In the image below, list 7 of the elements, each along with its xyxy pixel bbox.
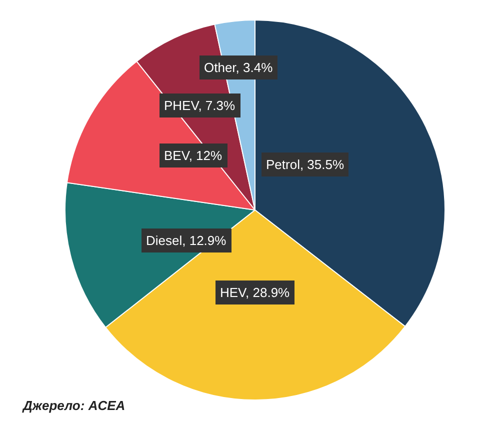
text: Джерело: ACEA xyxy=(22,398,126,413)
slice-label: Petrol, 35.5% xyxy=(266,157,344,172)
slice-label: Diesel, 12.9% xyxy=(146,233,227,248)
slice-label: PHEV, 7.3% xyxy=(164,98,236,113)
slice-label: Other, 3.4% xyxy=(204,60,274,75)
slice-label: HEV, 28.9% xyxy=(220,285,290,300)
slice-label: BEV, 12% xyxy=(164,148,223,163)
